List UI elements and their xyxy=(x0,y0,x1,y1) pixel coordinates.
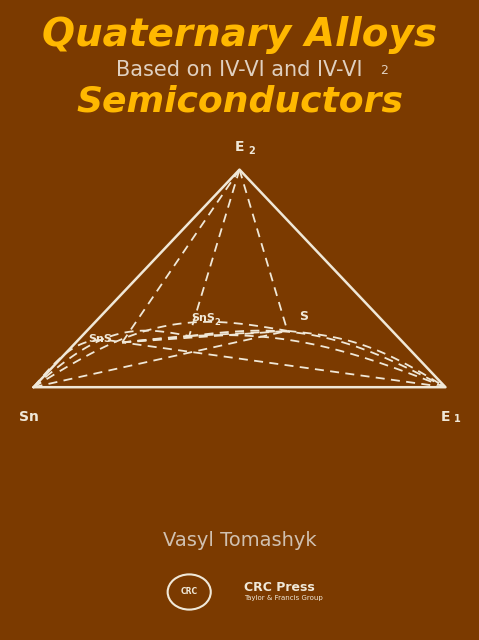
Text: Based on IV-VI and IV-VI: Based on IV-VI and IV-VI xyxy=(116,60,363,79)
Text: 2: 2 xyxy=(380,64,388,77)
Text: Semiconductors: Semiconductors xyxy=(76,84,403,118)
Text: CRC Press: CRC Press xyxy=(244,581,315,594)
Text: CRC: CRC xyxy=(181,588,198,596)
Text: Vasyl Tomashyk: Vasyl Tomashyk xyxy=(163,531,316,550)
Text: S: S xyxy=(299,310,308,323)
Text: Taylor & Francis Group: Taylor & Francis Group xyxy=(244,595,323,601)
Text: 2: 2 xyxy=(214,318,220,327)
Text: SnS: SnS xyxy=(192,313,216,323)
Text: E: E xyxy=(441,410,450,424)
Text: SnS: SnS xyxy=(89,334,113,344)
Text: Sn: Sn xyxy=(19,410,39,424)
Text: 1: 1 xyxy=(454,414,461,424)
Text: 2: 2 xyxy=(248,145,255,156)
Text: Quaternary Alloys: Quaternary Alloys xyxy=(42,16,437,54)
Text: E: E xyxy=(235,140,244,154)
